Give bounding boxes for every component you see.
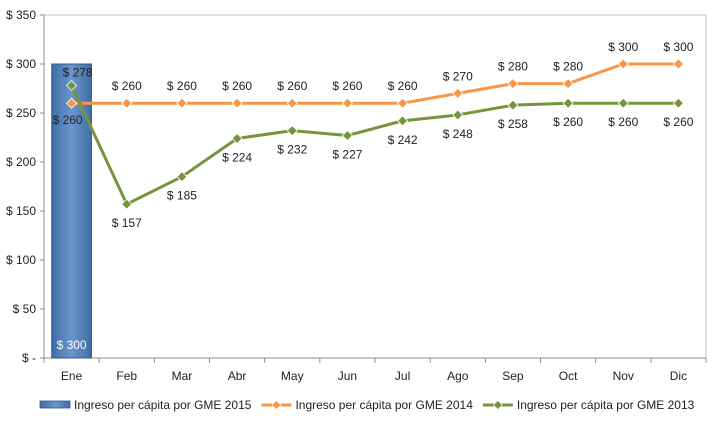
value-label-2014: $ 260 — [222, 79, 252, 93]
y-tick-label: $ 100 — [6, 253, 36, 267]
legend-item-2014: Ingreso per cápita por GME 2014 — [261, 398, 473, 412]
legend-item-2013: Ingreso per cápita por GME 2013 — [482, 398, 695, 412]
value-label-2013: $ 260 — [663, 115, 693, 129]
marker-2013 — [121, 198, 133, 210]
value-label-2014: $ 300 — [663, 40, 693, 54]
legend-swatch-marker — [492, 400, 503, 410]
y-tick-label: $ 250 — [6, 106, 36, 120]
marker-2014 — [341, 97, 353, 109]
marker-2013 — [231, 132, 243, 145]
line-2013 — [70, 84, 679, 206]
marker-2014 — [66, 97, 78, 109]
value-label-2014: $ 260 — [332, 79, 362, 93]
x-tick-label: Nov — [613, 369, 634, 383]
value-label-2013: $ 260 — [553, 115, 583, 129]
series-lines — [66, 58, 684, 210]
marker-2013 — [66, 79, 78, 92]
x-tick-label: Jul — [395, 369, 410, 383]
legend-label: Ingreso per cápita por GME 2013 — [517, 398, 695, 412]
marker-2014 — [231, 97, 243, 109]
marker-2013 — [341, 129, 353, 142]
marker-2014 — [121, 97, 133, 109]
marker-2014 — [176, 97, 188, 109]
x-tick-label: Abr — [228, 369, 247, 383]
x-tick-label: Oct — [559, 369, 578, 383]
value-label-2013: $ 227 — [332, 148, 362, 162]
marker-2013 — [507, 99, 519, 111]
x-tick-label: Ago — [447, 369, 469, 383]
marker-2014 — [507, 78, 519, 90]
y-tick-label: $ 50 — [13, 302, 37, 316]
legend-swatch-bar — [39, 400, 71, 409]
marker-2014 — [452, 87, 464, 99]
value-label-2013: $ 260 — [608, 115, 638, 129]
value-label-2013: $ 242 — [388, 133, 418, 147]
value-label-2014: $ 280 — [553, 60, 583, 74]
marker-2013 — [176, 171, 188, 183]
marker-2013 — [672, 97, 684, 109]
value-label-2013: $ 185 — [167, 189, 197, 203]
legend-label: Ingreso per cápita por GME 2015 — [74, 398, 252, 412]
marker-2014 — [397, 97, 409, 109]
marker-2013 — [562, 97, 574, 109]
legend-swatch-marker — [271, 400, 282, 410]
marker-2014 — [562, 78, 574, 90]
x-tick-label: Ene — [61, 369, 83, 383]
line-2014 — [71, 62, 679, 105]
value-label-2014: $ 270 — [443, 69, 473, 83]
x-tick-label: May — [281, 369, 304, 383]
value-label-2013: $ 248 — [443, 127, 473, 141]
marker-2013 — [286, 125, 298, 137]
marker-2014 — [617, 58, 629, 70]
bar-value-label: $ 300 — [57, 338, 87, 352]
legend: Ingreso per cápita por GME 2015 Ingreso p… — [39, 398, 695, 412]
y-tick-label: $ 350 — [6, 8, 36, 22]
marker-2014 — [286, 97, 298, 109]
marker-2013 — [617, 97, 629, 109]
legend-item-2015: Ingreso per cápita por GME 2015 — [39, 398, 252, 412]
value-label-2014: $ 280 — [498, 60, 528, 74]
y-tick-label: $ - — [22, 351, 36, 365]
value-label-2013: $ 224 — [222, 150, 252, 164]
legend-label: Ingreso per cápita por GME 2014 — [295, 398, 473, 412]
y-tick-label: $ 200 — [6, 155, 36, 169]
x-tick-label: Sep — [502, 369, 524, 383]
value-label-2013: $ 278 — [63, 66, 93, 80]
value-label-2014: $ 260 — [167, 79, 197, 93]
y-tick-label: $ 150 — [6, 204, 36, 218]
axes: $ - $ 50 $ 100 $ 150 $ 200 $ 250 $ 300 $ 350 Ene… — [6, 8, 707, 383]
value-label-2013: $ 232 — [277, 143, 307, 157]
plot-frame — [43, 14, 707, 359]
data-labels: $ 300 $ 260 $ 260 $ 260 $ 260 $ 260 $ 260 $ 260… — [53, 40, 694, 352]
x-tick-label: Jun — [338, 369, 357, 383]
marker-2014 — [672, 58, 684, 70]
value-label-2013: $ 157 — [112, 216, 142, 230]
value-label-2014: $ 260 — [112, 79, 142, 93]
y-tick-label: $ 300 — [6, 57, 36, 71]
value-label-2013: $ 258 — [498, 117, 528, 131]
value-label-2014: $ 260 — [277, 79, 307, 93]
x-tick-label: Feb — [116, 369, 137, 383]
x-tick-label: Mar — [172, 369, 193, 383]
marker-2013 — [397, 115, 409, 127]
x-tick-label: Dic — [670, 369, 687, 383]
value-label-2014: $ 300 — [608, 40, 638, 54]
value-label-2014: $ 260 — [388, 79, 418, 93]
marker-2013 — [452, 109, 464, 121]
value-label-2014: $ 260 — [53, 113, 83, 127]
